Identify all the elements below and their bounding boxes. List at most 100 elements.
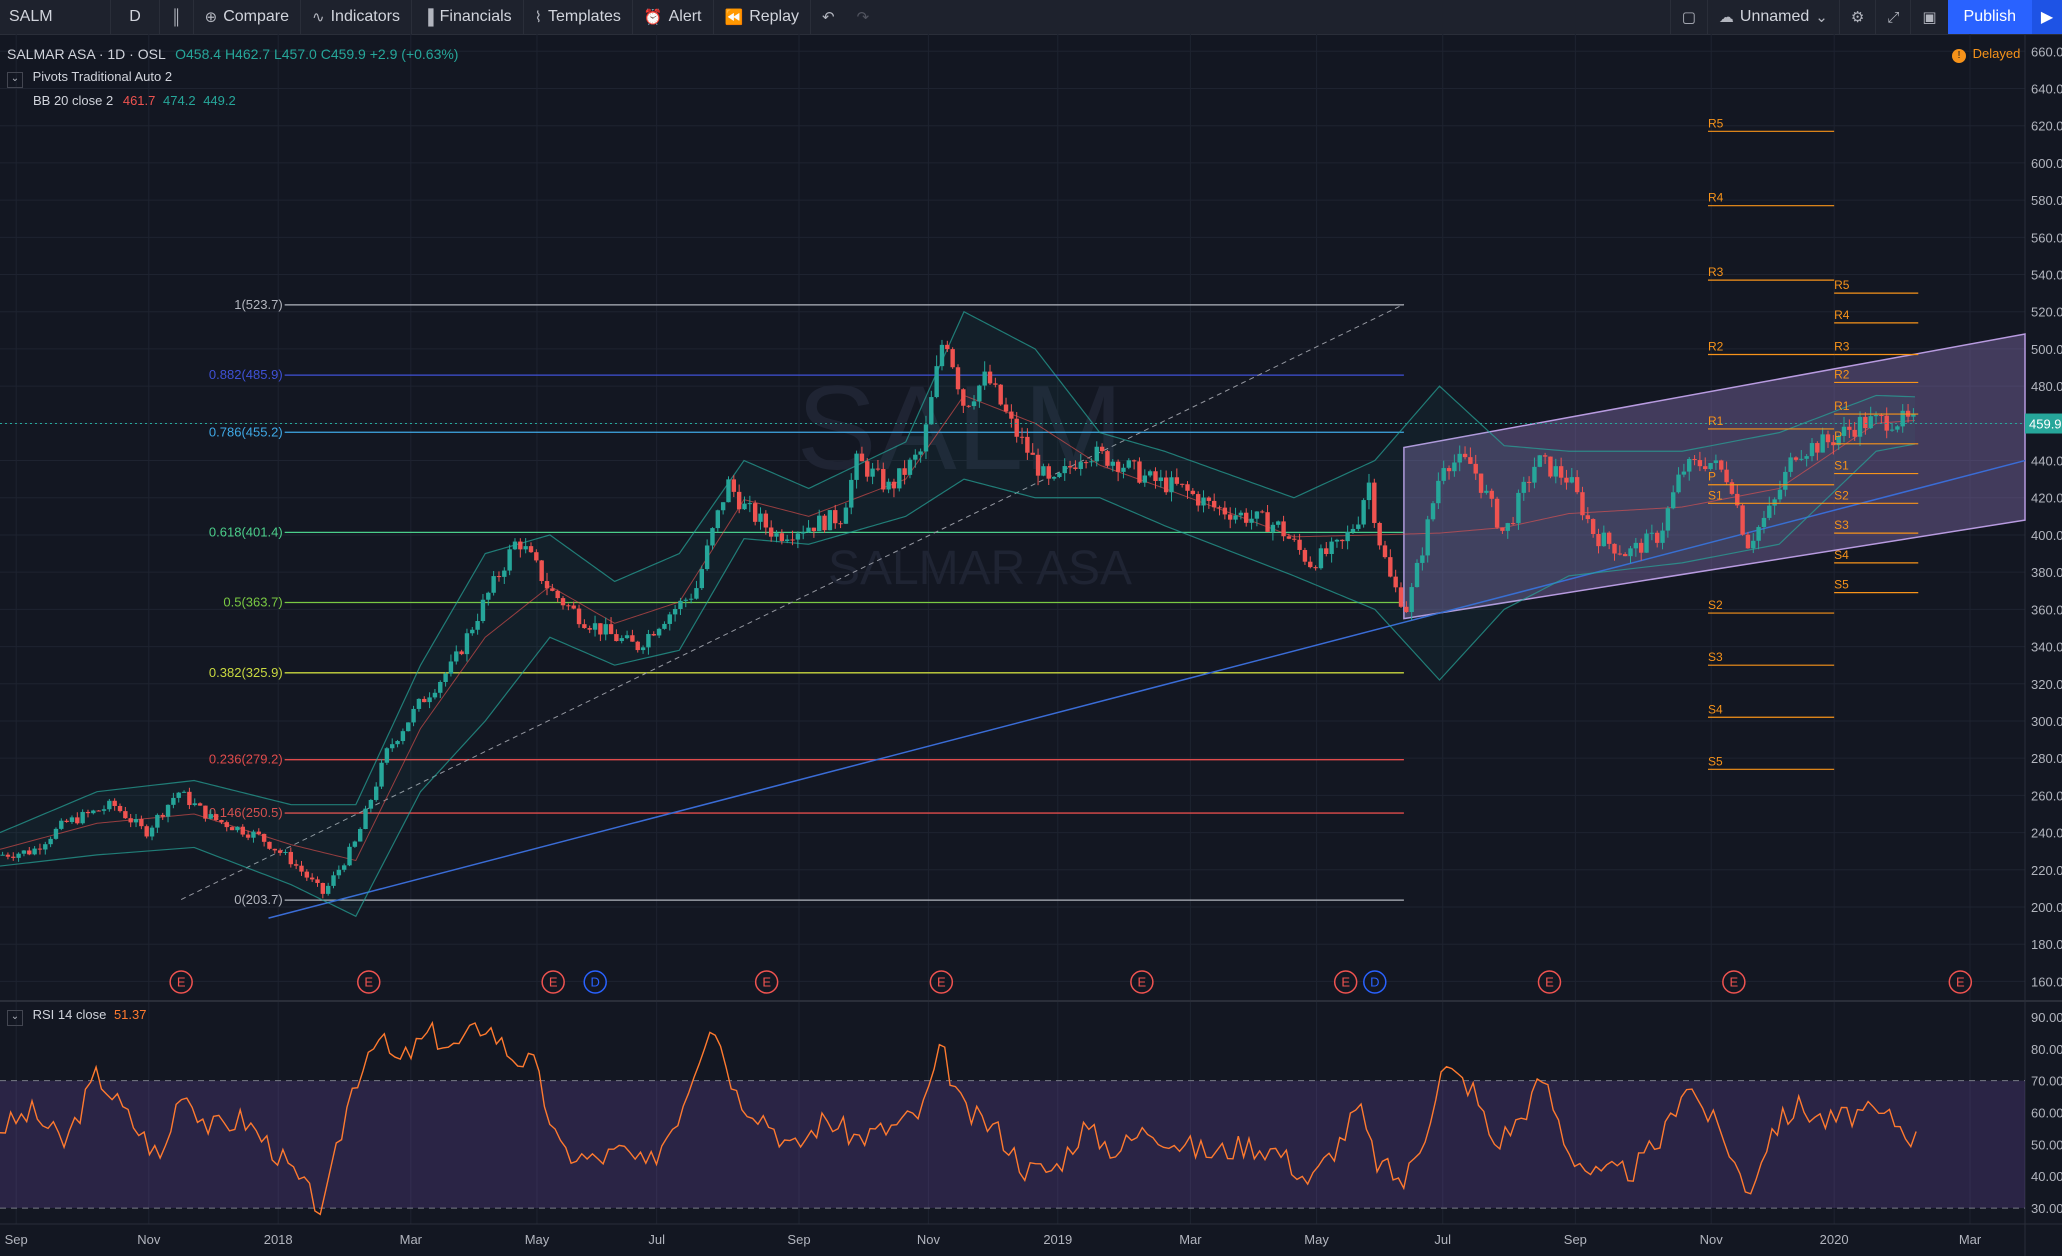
bb-lower: 449.2	[203, 93, 236, 108]
candle-body	[304, 871, 310, 878]
candle-body	[1713, 460, 1719, 464]
candle-body	[1617, 553, 1623, 555]
publish-play-button[interactable]: ▶	[2032, 0, 2062, 34]
templates-button[interactable]: ⌇ Templates	[524, 0, 633, 34]
candle-body	[1622, 554, 1628, 557]
candle-body	[1729, 482, 1735, 494]
chart-canvas[interactable]: SALM SALMAR ASA 1(523.7)0.882(485.9)0.78…	[0, 34, 2062, 1256]
candle-body	[1302, 549, 1308, 562]
candle-body	[849, 479, 854, 508]
candle-body	[192, 803, 197, 806]
publish-label: Publish	[1963, 8, 2016, 25]
pivot-label: R4	[1708, 191, 1724, 205]
candle-body	[11, 856, 16, 858]
candle-body	[144, 826, 149, 837]
time-tick-label: Nov	[917, 1232, 941, 1247]
settings-button[interactable]: ⚙	[1838, 0, 1875, 34]
fullscreen-layout-button[interactable]: ▢	[1669, 0, 1707, 34]
price-tick-label: 340.00	[2031, 640, 2062, 655]
candle-body	[1526, 481, 1532, 483]
event-marker	[1130, 970, 1154, 994]
candle-body	[1638, 542, 1644, 553]
candle-body	[1238, 512, 1244, 516]
indicators-button[interactable]: ∿ Indicators	[301, 0, 412, 34]
candle-body	[1644, 533, 1649, 553]
candle-body	[1233, 515, 1238, 520]
candle-body	[491, 576, 496, 593]
candle-body	[763, 513, 769, 528]
time-tick-label: 2019	[1043, 1232, 1072, 1247]
price-tick-label: 360.00	[2031, 602, 2062, 617]
chart-type-button[interactable]: ║	[160, 0, 194, 34]
candle-body	[1083, 462, 1089, 464]
delayed-badge[interactable]: ! Delayed	[1952, 46, 2020, 63]
candle-body	[726, 479, 731, 503]
candle-body	[1687, 459, 1692, 472]
candle-body	[1185, 484, 1190, 491]
price-tick-label: 420.00	[2031, 491, 2062, 506]
bb-basis: 461.7	[122, 93, 156, 108]
candle-body	[1115, 461, 1121, 472]
candle-body	[1548, 456, 1553, 477]
candle-body	[213, 814, 219, 821]
candle-body	[934, 366, 939, 398]
candle-body	[656, 628, 662, 636]
candle-body	[160, 814, 165, 817]
financials-button[interactable]: ▐ Financials	[412, 0, 524, 34]
rsi-collapse-chevron-icon[interactable]: ⌄	[7, 1010, 23, 1026]
pivots-legend[interactable]: ⌄ Pivots Traditional Auto 2	[7, 69, 172, 88]
layout-menu-button[interactable]: ☁ Unnamed ⌄	[1706, 0, 1839, 34]
event-marker	[1333, 970, 1358, 994]
candle-body	[1345, 531, 1350, 542]
candle-body	[1761, 517, 1767, 528]
candle-body	[502, 570, 507, 577]
candle-body	[886, 481, 891, 490]
pivot-label: S3	[1834, 518, 1849, 532]
candle-body	[1665, 508, 1671, 531]
interval-button[interactable]: D	[111, 0, 160, 34]
candle-body	[961, 389, 966, 406]
candle-body	[155, 814, 160, 828]
candle-body	[843, 507, 849, 524]
bb-legend[interactable]: BB 20 close 2 461.7 474.2 449.2	[33, 93, 236, 108]
price-tick-label: 580.00	[2031, 193, 2062, 208]
compare-button[interactable]: ⊕ Compare	[194, 0, 302, 34]
candle-body	[357, 829, 363, 842]
candle-body	[1596, 533, 1601, 547]
candle-body	[427, 697, 432, 703]
candle-body	[683, 599, 688, 601]
candle-body	[1452, 462, 1457, 472]
price-tick-label: 560.00	[2031, 230, 2062, 245]
candle-body	[203, 805, 208, 819]
collapse-chevron-icon[interactable]: ⌄	[7, 72, 23, 88]
event-marker-label: E	[937, 975, 946, 990]
candle-body	[838, 523, 843, 525]
price-tick-label: 240.00	[2031, 826, 2062, 841]
undo-button[interactable]: ↶	[811, 0, 846, 34]
candle-body	[1286, 536, 1292, 539]
candle-body	[891, 481, 897, 489]
candle-body	[1719, 460, 1724, 470]
fullscreen-button[interactable]: ⤢	[1875, 0, 1910, 34]
candle-body	[1532, 466, 1537, 483]
candle-body	[1014, 418, 1019, 437]
redo-button[interactable]: ↷	[846, 0, 881, 34]
candle-body	[1873, 414, 1879, 417]
snapshot-button[interactable]: ▣	[1910, 0, 1947, 34]
candle-body	[576, 608, 582, 625]
candle-body	[1542, 455, 1548, 457]
symbol-search[interactable]: SALM	[0, 0, 111, 34]
candle-body	[331, 875, 336, 886]
price-tick-label: 160.00	[2031, 974, 2062, 989]
candle-body	[715, 510, 721, 529]
replay-button[interactable]: ⏪ Replay	[714, 0, 811, 34]
publish-button[interactable]: Publish	[1947, 0, 2032, 34]
rsi-legend[interactable]: ⌄ RSI 14 close 51.37	[7, 1007, 147, 1026]
candle-body	[1244, 512, 1249, 523]
candle-body	[667, 614, 672, 624]
candle-body	[459, 651, 464, 655]
fib-level-label: 0.618(401.4)	[209, 524, 283, 539]
alert-button[interactable]: ⏰ Alert	[633, 0, 714, 34]
candle-body	[128, 818, 133, 823]
